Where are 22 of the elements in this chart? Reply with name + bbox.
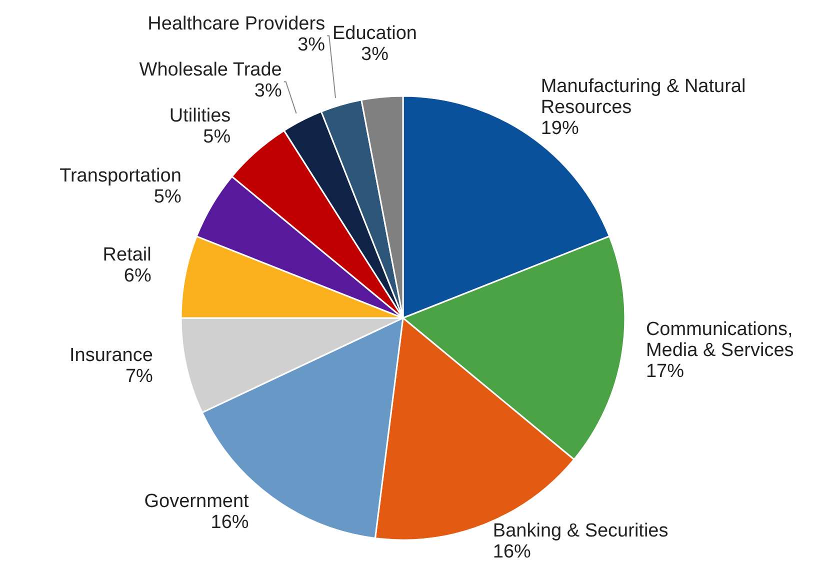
data-label: 3%	[361, 44, 389, 66]
data-label: 19%	[540, 118, 579, 140]
slice-label: Manufacturing & Natural Resources	[540, 76, 746, 118]
data-label: 17%	[646, 361, 684, 382]
data-label: 16%	[492, 542, 532, 563]
slice-label: Transportation	[60, 165, 182, 186]
data-label: 16%	[210, 512, 249, 533]
slice-label: Retail	[102, 244, 152, 266]
slice-label: Healthcare Providers	[148, 14, 326, 35]
slice-label: Utilities	[169, 106, 231, 127]
slice-label: Insurance	[69, 344, 153, 366]
slice-label: Government	[144, 490, 250, 512]
slice-label: Education	[332, 23, 418, 44]
slice-label: Communications, Media & Services	[646, 319, 794, 362]
data-label: 6%	[124, 266, 152, 287]
data-label: 7%	[125, 366, 154, 387]
data-label: 5%	[203, 126, 231, 148]
data-label: 5%	[154, 186, 182, 208]
slice-label: Banking & Securities	[492, 520, 668, 542]
data-label: 3%	[254, 80, 282, 102]
data-label: 3%	[298, 34, 326, 56]
slice-label: Wholesale Trade	[139, 60, 282, 81]
